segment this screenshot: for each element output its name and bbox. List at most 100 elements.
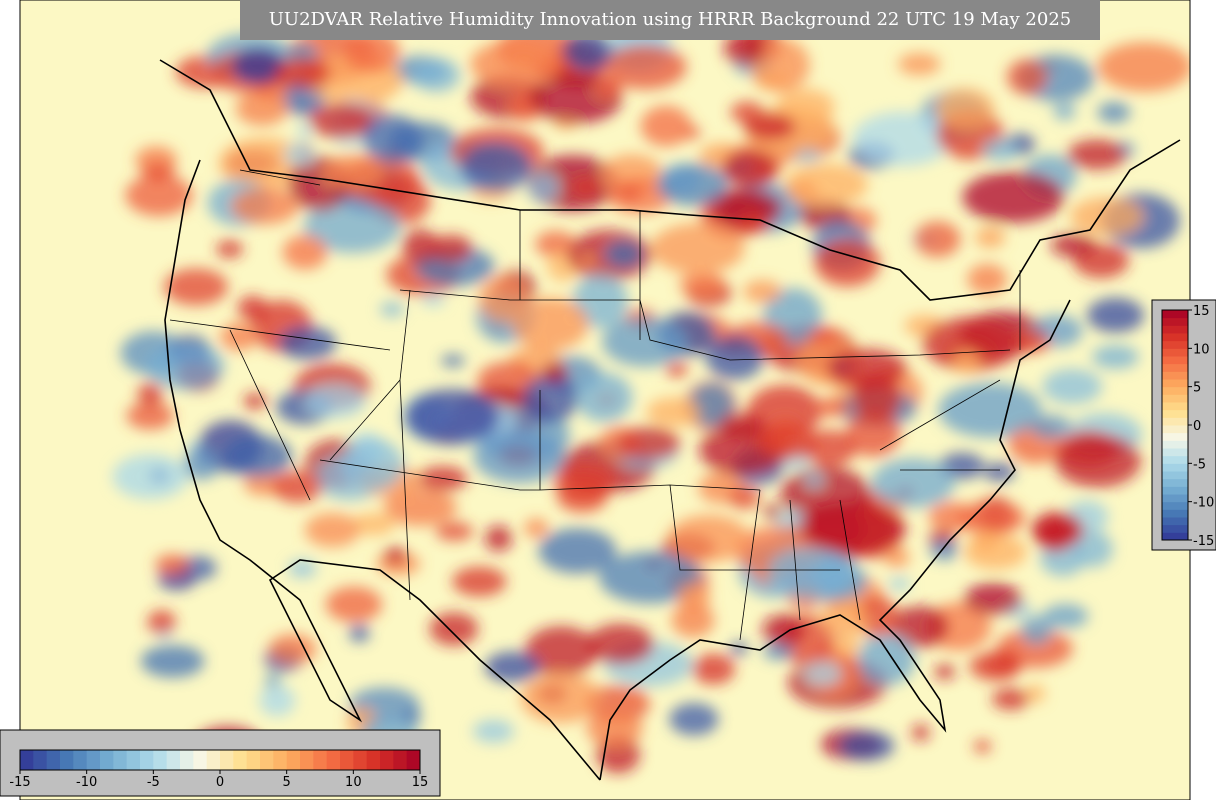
anomaly-blob xyxy=(460,141,532,192)
colorbar-segment xyxy=(1162,348,1188,357)
anomaly-blob xyxy=(147,610,176,635)
anomaly-blob xyxy=(814,238,881,287)
anomaly-blob xyxy=(304,384,366,419)
anomaly-blob xyxy=(814,397,850,417)
colorbar-segment xyxy=(340,750,354,770)
colorbar-segment xyxy=(86,750,101,770)
anomaly-blob xyxy=(922,316,1022,371)
anomaly-blob xyxy=(268,633,317,665)
colorbar-segment xyxy=(1162,409,1188,418)
colorbar-tick-label: 10 xyxy=(345,775,362,790)
anomaly-blob xyxy=(304,512,361,548)
anomaly-blob xyxy=(145,342,225,390)
anomaly-blob xyxy=(351,512,396,536)
anomaly-blob xyxy=(343,30,400,73)
anomaly-blob xyxy=(603,44,687,90)
colorbar-segment xyxy=(166,750,181,770)
colorbar-segment xyxy=(1162,363,1188,372)
colorbar-segment xyxy=(20,750,34,770)
anomaly-blob xyxy=(935,88,995,131)
anomaly-blob xyxy=(125,174,193,217)
anomaly-blob xyxy=(137,381,163,407)
anomaly-blob xyxy=(679,271,726,297)
anomaly-blob xyxy=(1053,102,1076,120)
anomaly-blob xyxy=(587,623,654,664)
horizontal-colorbar: -15 -10 -5 0 5 10 15 xyxy=(0,729,441,797)
anomaly-blob xyxy=(384,546,407,565)
colorbar-segment xyxy=(380,750,394,770)
anomaly-blob xyxy=(383,488,457,526)
anomaly-blob xyxy=(914,221,961,258)
colorbar-tick-label: 10 xyxy=(1193,342,1210,357)
colorbar-segment xyxy=(393,750,408,770)
colorbar-segment xyxy=(1162,371,1188,380)
colorbar-segment xyxy=(126,750,141,770)
anomaly-blob xyxy=(766,546,858,600)
anomaly-blob xyxy=(884,546,910,568)
anomaly-blob xyxy=(222,434,293,478)
colorbar-tick-label: -5 xyxy=(147,775,160,790)
colorbar-segment xyxy=(206,750,221,770)
anomaly-blob xyxy=(523,374,579,423)
anomaly-blob xyxy=(576,372,633,422)
anomaly-blob xyxy=(756,422,818,460)
anomaly-blob xyxy=(1070,196,1144,236)
colorbar-tick-label: -15 xyxy=(1193,534,1214,549)
anomaly-blob xyxy=(538,528,617,574)
anomaly-blob xyxy=(688,382,735,428)
colorbar-segment xyxy=(1162,463,1188,472)
anomaly-blob xyxy=(969,652,1022,681)
anomaly-blob xyxy=(163,268,228,306)
anomaly-blob xyxy=(691,653,736,685)
colorbar-segment xyxy=(233,750,248,770)
anomaly-blob xyxy=(435,521,474,541)
colorbar-segment xyxy=(1162,486,1188,495)
colorbar-tick-label: -10 xyxy=(76,775,97,790)
anomaly-blob xyxy=(288,559,317,578)
colorbar-segment xyxy=(1162,333,1188,342)
colorbar-segment xyxy=(1162,471,1188,480)
colorbar-segment xyxy=(1162,532,1188,541)
anomaly-blob xyxy=(322,154,385,191)
anomaly-blob xyxy=(296,122,313,138)
anomaly-blob xyxy=(472,719,515,743)
colorbar-segment xyxy=(406,750,421,770)
anomaly-blob xyxy=(405,389,500,445)
anomaly-blob xyxy=(1020,615,1053,645)
anomaly-blob xyxy=(973,739,992,754)
anomaly-blob xyxy=(665,362,688,377)
colorbar-segment xyxy=(220,750,234,770)
anomaly-blob xyxy=(669,703,719,736)
colorbar-tick-label: -5 xyxy=(1193,457,1206,472)
state-borders xyxy=(169,169,1021,641)
anomaly-blob xyxy=(911,724,930,742)
anomaly-blob xyxy=(535,230,577,258)
map-area xyxy=(20,0,1190,800)
colorbar-segment xyxy=(33,750,48,770)
colorbar-segment xyxy=(1162,432,1188,441)
colorbar-segment xyxy=(73,750,88,770)
anomaly-blob xyxy=(800,501,907,555)
anomaly-blob xyxy=(1031,511,1083,549)
anomaly-blob xyxy=(640,105,692,147)
anomaly-blob xyxy=(617,185,642,201)
anomaly-blob xyxy=(852,111,953,167)
colorbar-tick-label: -15 xyxy=(9,775,30,790)
anomaly-blob xyxy=(484,651,541,683)
anomaly-blob xyxy=(762,643,794,660)
anomaly-blob xyxy=(833,636,862,655)
anomaly-blob xyxy=(429,234,473,262)
anomaly-blob xyxy=(237,295,268,322)
anomaly-blob xyxy=(1025,684,1046,704)
anomaly-blob xyxy=(155,554,191,576)
anomaly-blob xyxy=(856,596,899,638)
colorbar-segment xyxy=(1162,524,1188,533)
anomaly-blob xyxy=(898,52,941,76)
anomaly-blob xyxy=(975,226,1006,248)
anomaly-blob xyxy=(511,297,589,351)
anomaly-blob xyxy=(478,276,529,322)
colorbar-tick-label: 15 xyxy=(412,775,429,790)
anomaly-blob xyxy=(1030,414,1072,440)
title-box xyxy=(240,0,1100,40)
colorbar-segment xyxy=(1162,478,1188,487)
